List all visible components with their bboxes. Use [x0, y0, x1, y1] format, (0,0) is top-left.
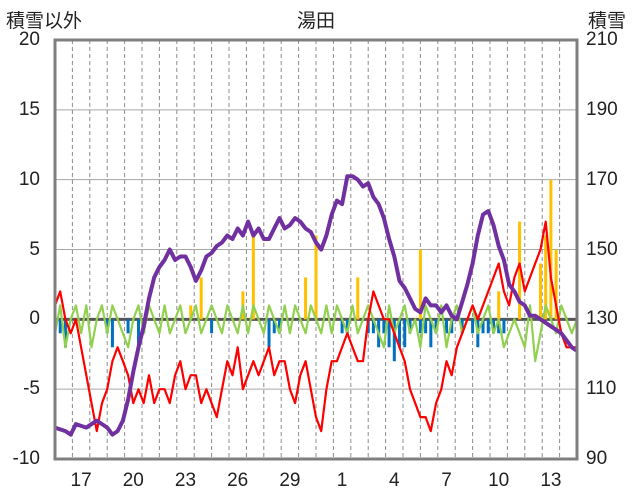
- blue-bar: [403, 319, 407, 348]
- green-series-line: [53, 304, 579, 363]
- blue-bar: [471, 319, 475, 334]
- orange-bar: [251, 235, 255, 320]
- blue-bar: [445, 319, 448, 334]
- orange-bar: [199, 277, 203, 320]
- y-tick-left: -10: [12, 448, 40, 469]
- blue-bar: [491, 319, 495, 334]
- x-tick: 10: [488, 470, 510, 491]
- blue-bar: [398, 319, 402, 348]
- bar-layer: [58, 179, 558, 362]
- x-tick: 13: [540, 470, 562, 491]
- x-tick: 23: [174, 470, 197, 491]
- orange-bar: [497, 291, 501, 320]
- red-series-line: [53, 220, 577, 433]
- y-axis-left-label: 積雪以外: [6, 11, 83, 32]
- orange-bar: [304, 277, 308, 320]
- blue-bar: [434, 319, 438, 334]
- line-layer: [53, 174, 579, 437]
- orange-bar: [549, 179, 553, 320]
- blue-bar: [460, 319, 464, 334]
- orange-bar: [544, 235, 548, 320]
- y-tick-right: 110: [586, 378, 617, 400]
- blue-bar: [424, 319, 428, 334]
- y-tick-left: 0: [29, 308, 40, 330]
- y-tick-left: 5: [29, 238, 40, 260]
- blue-bar: [137, 319, 141, 348]
- y-tick-left: 20: [18, 29, 40, 50]
- blue-bar: [502, 319, 506, 334]
- x-tick: 26: [227, 470, 249, 491]
- y-axis-right-label: 積雪: [588, 11, 627, 32]
- y-tick-right: 170: [586, 168, 618, 190]
- y-tick-right: 130: [586, 308, 618, 330]
- blue-bar: [272, 319, 276, 334]
- orange-bar: [538, 263, 542, 320]
- x-tick: 7: [441, 470, 452, 491]
- y-tick-right: 210: [586, 29, 618, 50]
- orange-bar: [314, 235, 318, 320]
- blue-bar: [486, 319, 490, 334]
- chart-title: 湯田: [297, 11, 336, 32]
- blue-bar: [408, 319, 412, 334]
- y-tick-right: 150: [586, 238, 618, 260]
- x-tick: 20: [122, 470, 144, 491]
- orange-bar: [356, 277, 360, 320]
- y-tick-left: 15: [18, 98, 40, 120]
- blue-bar: [267, 319, 271, 348]
- orange-bar: [189, 305, 193, 320]
- y-tick-left: 10: [18, 168, 40, 190]
- blue-bar: [481, 319, 485, 334]
- orange-bar: [418, 249, 422, 320]
- blue-bar: [63, 319, 67, 348]
- blue-bar: [277, 319, 281, 334]
- plot-frame: [53, 38, 579, 461]
- blue-bar: [371, 319, 375, 334]
- y-tick-left: -5: [23, 378, 40, 400]
- blue-bar: [387, 319, 391, 348]
- y-tick-right: 90: [586, 448, 608, 469]
- blue-bar: [382, 319, 386, 334]
- blue-bar: [58, 319, 62, 334]
- orange-bar: [554, 249, 558, 320]
- x-tick: 17: [70, 470, 92, 491]
- blue-bar: [110, 319, 114, 348]
- x-tick: 1: [336, 470, 348, 491]
- snow-depth-line: [54, 174, 579, 437]
- blue-bar: [345, 319, 349, 334]
- blue-bar: [497, 319, 501, 334]
- y-tick-right: 190: [586, 98, 618, 120]
- blue-bar: [418, 319, 422, 334]
- orange-bar: [518, 221, 522, 320]
- x-tick: 4: [389, 470, 400, 491]
- blue-bar: [210, 319, 214, 334]
- blue-bar: [340, 319, 344, 334]
- blue-bar: [126, 319, 130, 334]
- x-tick: 29: [279, 470, 301, 491]
- blue-bar: [450, 319, 454, 334]
- blue-bar: [105, 319, 109, 334]
- blue-bar: [429, 319, 433, 348]
- blue-bar: [392, 319, 396, 362]
